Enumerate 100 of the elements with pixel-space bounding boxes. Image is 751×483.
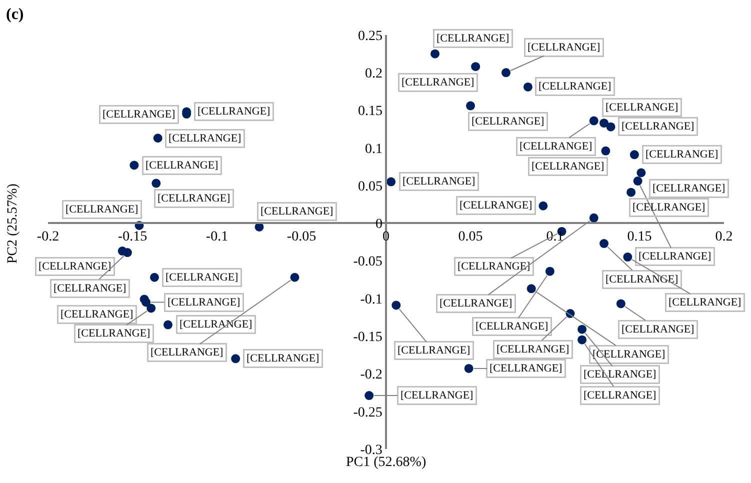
data-label: [CELLRANGE] <box>668 296 742 308</box>
point <box>626 188 636 197</box>
point <box>153 134 162 143</box>
point <box>392 300 401 310</box>
data-label: [CELLRANGE] <box>472 116 544 128</box>
y-tick-label: 0 <box>375 217 382 232</box>
x-tick-label: 0.1 <box>546 230 564 245</box>
data-label: [CELLRANGE] <box>60 308 134 320</box>
point <box>122 248 132 258</box>
y-tick-label: 0.15 <box>358 104 382 120</box>
point <box>501 68 510 78</box>
y-tick-label: -0.25 <box>353 405 382 420</box>
data-label: [CELLRANGE] <box>436 32 510 44</box>
data-label: [CELLRANGE] <box>458 260 530 272</box>
data-label: [CELLRANGE] <box>460 200 532 212</box>
x-tick-label: 0.2 <box>715 230 733 245</box>
point <box>600 239 609 248</box>
data-label: [CELLRANGE] <box>38 260 112 272</box>
y-tick-label: -0.2 <box>360 368 382 383</box>
data-label: [CELLRANGE] <box>398 344 470 356</box>
point <box>636 168 646 178</box>
point <box>146 304 156 313</box>
data-label: [CELLRANGE] <box>146 160 218 172</box>
data-label: [CELLRANGE] <box>168 296 240 308</box>
point <box>466 101 475 110</box>
data-label: [CELLRANGE] <box>440 298 512 310</box>
data-label: [CELLRANGE] <box>476 320 548 332</box>
data-label: [CELLRANGE] <box>622 324 694 336</box>
data-label: [CELLRANGE] <box>538 80 612 92</box>
data-label: [CELLRANGE] <box>246 352 320 364</box>
point <box>623 252 632 262</box>
point <box>464 364 474 373</box>
data-label: [CELLRANGE] <box>150 346 224 358</box>
data-label: [CELLRANGE] <box>400 390 474 402</box>
data-label: [CELLRANGE] <box>528 42 600 54</box>
point <box>526 284 536 294</box>
data-label: [CELLRANGE] <box>102 108 176 120</box>
data-label: [CELLRANGE] <box>198 106 270 118</box>
data-label: [CELLRANGE] <box>622 120 694 132</box>
point <box>430 49 440 58</box>
data-label: [CELLRANGE] <box>158 192 230 204</box>
y-tick-label: 0.1 <box>364 142 382 157</box>
y-tick-label: 0.05 <box>358 179 382 194</box>
y-axis-title: PC2 (25.57%) <box>5 183 20 264</box>
y-tick-label: -0.05 <box>353 254 382 270</box>
data-label: [CELLRANGE] <box>54 282 126 294</box>
point <box>600 118 609 128</box>
data-label: [CELLRANGE] <box>180 318 252 330</box>
x-tick-label: -0.15 <box>118 230 148 245</box>
x-tick-label: 0.05 <box>458 230 483 245</box>
point <box>633 176 642 186</box>
data-label: [CELLRANGE] <box>496 344 570 356</box>
point <box>290 272 300 282</box>
point <box>589 213 598 222</box>
data-label: [CELLRANGE] <box>402 76 474 88</box>
point <box>231 354 240 364</box>
data-label: [CELLRANGE] <box>402 176 476 188</box>
data-label: [CELLRANGE] <box>584 390 656 402</box>
data-label: [CELLRANGE] <box>520 140 592 152</box>
point <box>630 150 639 160</box>
x-axis-title: PC1 (52.68%) <box>346 455 426 470</box>
data-label: [CELLRANGE] <box>606 102 678 114</box>
point <box>616 299 626 308</box>
y-tick-label: -0.15 <box>353 330 382 345</box>
point <box>538 201 548 210</box>
point <box>163 320 172 330</box>
data-label: [CELLRANGE] <box>638 250 712 262</box>
x-tick-label: -0.05 <box>286 230 316 245</box>
point <box>471 62 480 72</box>
point <box>150 272 159 282</box>
point <box>606 122 616 132</box>
data-label: [CELLRANGE] <box>606 274 678 286</box>
point <box>152 178 161 188</box>
x-tick-label: -0.1 <box>206 230 228 245</box>
data-label: [CELLRANGE] <box>166 272 238 284</box>
data-label: [CELLRANGE] <box>490 362 562 374</box>
data-label: [CELLRANGE] <box>168 132 242 144</box>
chart-title: (c) <box>6 6 24 23</box>
y-tick-label: -0.1 <box>360 292 382 308</box>
point <box>578 324 587 334</box>
point <box>545 266 554 276</box>
x-tick-label: 0.15 <box>627 230 652 245</box>
data-label: [CELLRANGE] <box>260 206 334 218</box>
point <box>364 391 374 400</box>
point <box>601 146 610 156</box>
point <box>130 160 139 170</box>
point <box>386 177 396 186</box>
data-label: [CELLRANGE] <box>652 182 726 194</box>
data-label: [CELLRANGE] <box>646 148 718 160</box>
point <box>578 335 587 344</box>
data-label: [CELLRANGE] <box>532 160 604 172</box>
data-label: [CELLRANGE] <box>78 328 150 340</box>
y-tick-label: 0.2 <box>364 66 382 82</box>
data-label: [CELLRANGE] <box>66 204 138 216</box>
point <box>589 116 598 126</box>
point <box>523 82 532 92</box>
x-tick-label: -0.2 <box>36 230 60 245</box>
point <box>142 298 151 307</box>
data-label: [CELLRANGE] <box>632 202 706 214</box>
data-label: [CELLRANGE] <box>584 368 656 380</box>
